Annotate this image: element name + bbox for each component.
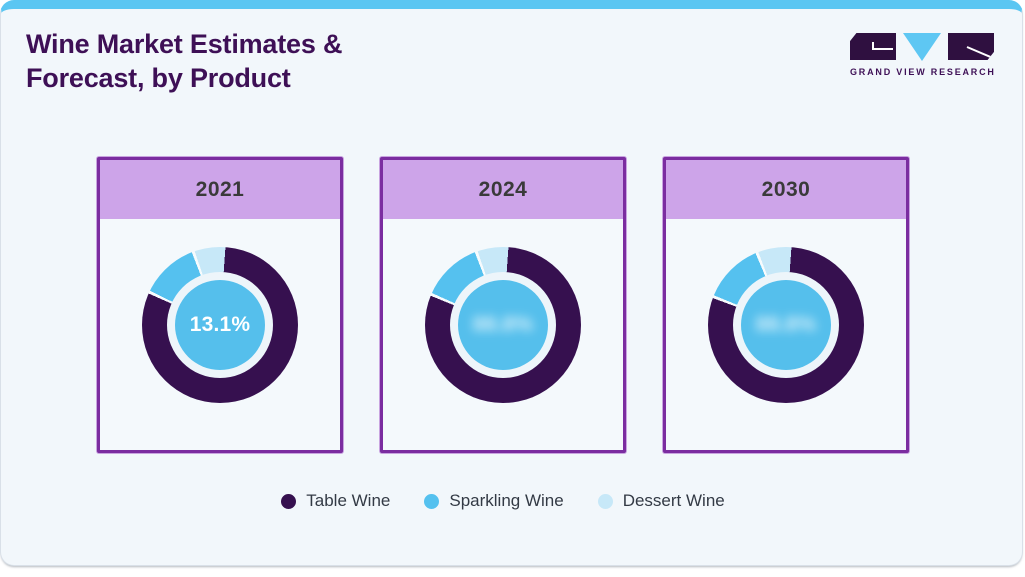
page-title: Wine Market Estimates & Forecast, by Pro… (26, 27, 342, 95)
donut-2030-center-circle: 88.8% (741, 280, 831, 370)
table-wine-swatch-icon (281, 493, 297, 509)
gvr-logo-mark (850, 33, 994, 61)
dessert-wine-swatch-icon (597, 493, 613, 509)
page-title-line2: Forecast, by Product (26, 63, 291, 93)
legend-label-table-wine: Table Wine (306, 491, 391, 510)
page-title-line1: Wine Market Estimates & (26, 29, 343, 59)
gvr-logo-g-icon (850, 33, 896, 60)
gvr-logo-wordmark: GRAND VIEW RESEARCH (850, 67, 996, 77)
year-cards: 2021 13.1% 2024 88.8% (97, 157, 909, 453)
legend-item-table-wine: Table Wine (281, 491, 390, 511)
donut-2021-center-circle: 13.1% (175, 280, 265, 370)
legend-label-dessert-wine: Dessert Wine (622, 491, 725, 510)
donut-2024-center-circle: 88.8% (458, 280, 548, 370)
donut-chart-2021: 13.1% (142, 247, 298, 403)
card-2021-body: 13.1% (100, 219, 340, 403)
card-2030-body: 88.8% (666, 219, 906, 403)
grand-view-research-logo: GRAND VIEW RESEARCH (850, 33, 994, 77)
donut-chart-2030: 88.8% (708, 247, 864, 403)
card-2024-body: 88.8% (383, 219, 623, 403)
donut-2030-center-value-blurred: 88.8% (755, 313, 817, 336)
sparkling-wine-swatch-icon (424, 493, 440, 509)
legend-item-dessert-wine: Dessert Wine (597, 491, 725, 511)
gvr-logo-v-icon (903, 33, 941, 61)
chart-legend: Table Wine Sparkling Wine Dessert Wine (97, 491, 909, 511)
card-2021-year-label: 2021 (100, 160, 340, 219)
legend-label-sparkling-wine: Sparkling Wine (449, 491, 564, 510)
card-2030-year-label: 2030 (666, 160, 906, 219)
donut-2024-center-value-blurred: 88.8% (472, 313, 534, 336)
card-2021: 2021 13.1% (97, 157, 343, 453)
legend-item-sparkling-wine: Sparkling Wine (424, 491, 564, 511)
card-2024: 2024 88.8% (380, 157, 626, 453)
donut-chart-2024: 88.8% (425, 247, 581, 403)
card-2030: 2030 88.8% (663, 157, 909, 453)
infographic-card: Wine Market Estimates & Forecast, by Pro… (0, 0, 1023, 566)
donut-2021-center-value: 13.1% (189, 313, 251, 336)
card-2024-year-label: 2024 (383, 160, 623, 219)
gvr-logo-r-icon (948, 33, 994, 60)
